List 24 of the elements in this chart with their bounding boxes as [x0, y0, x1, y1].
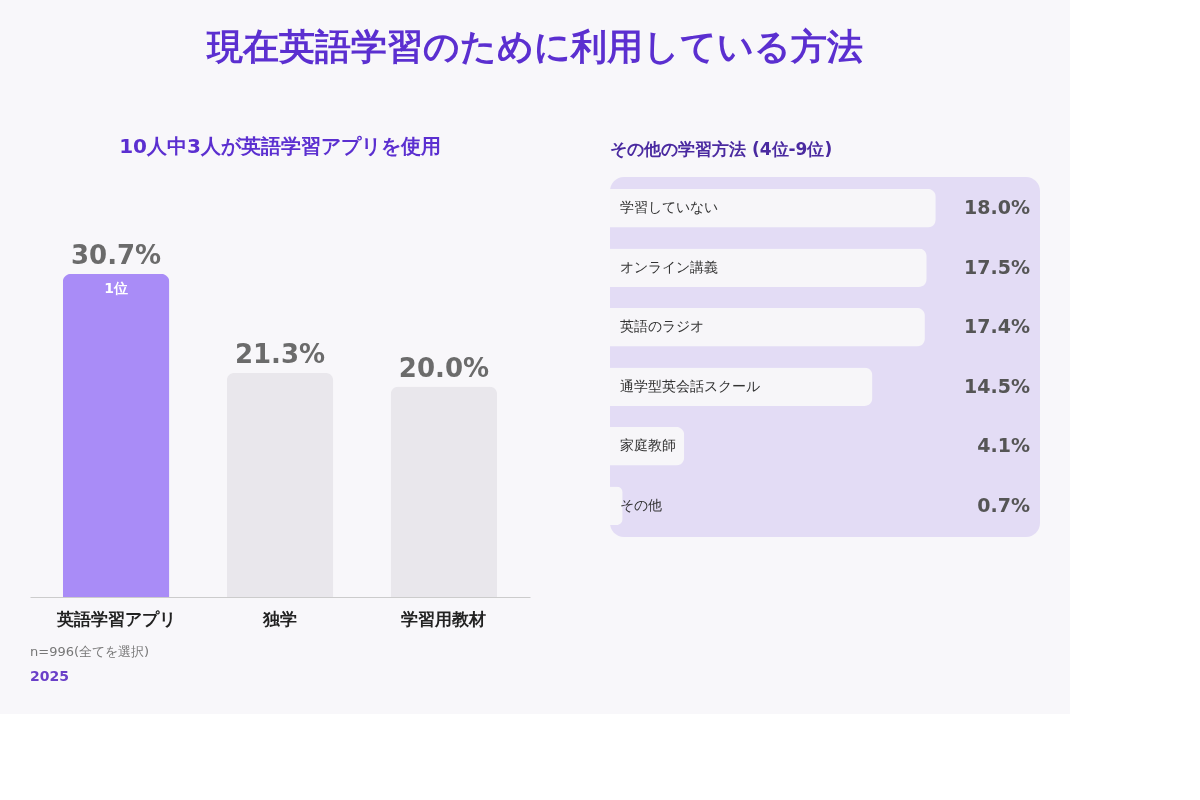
y-tick-label: 学習していない [620, 199, 718, 216]
text: 10人中3人が英語学習アプリを使用 [119, 134, 441, 158]
y-tick-label: 家庭教師 [620, 437, 676, 454]
chart-title: 現在英語学習のために利用している方法 [206, 26, 863, 67]
text: n=996(全てを選択) [30, 644, 150, 659]
data-label: 17.5% [964, 255, 1030, 278]
y-tick-label: オンライン講義 [620, 258, 718, 275]
x-tick-label: 学習用教材 [401, 608, 487, 629]
y-tick-label: 通学型英会話スクール [620, 377, 760, 394]
y-tick-label: 英語のラジオ [620, 318, 704, 335]
data-label: 18.0% [964, 196, 1030, 219]
data-label: 14.5% [964, 374, 1030, 397]
text: 2025 [30, 668, 69, 684]
data-label: 4.1% [977, 434, 1030, 457]
chart-title: その他の学習方法 (4位-9位) [610, 139, 833, 159]
data-label: 17.4% [964, 315, 1030, 338]
data-label: 20.0% [398, 352, 490, 383]
y-tick-label: その他 [620, 496, 662, 513]
data-label: 0.7% [977, 493, 1030, 516]
data-label: 30.7% [70, 239, 162, 270]
x-tick-label: 英語学習アプリ [55, 608, 176, 629]
data-label: 21.3% [234, 338, 326, 369]
annotation: 1位 [104, 279, 128, 296]
x-tick-label: 独学 [262, 608, 297, 629]
